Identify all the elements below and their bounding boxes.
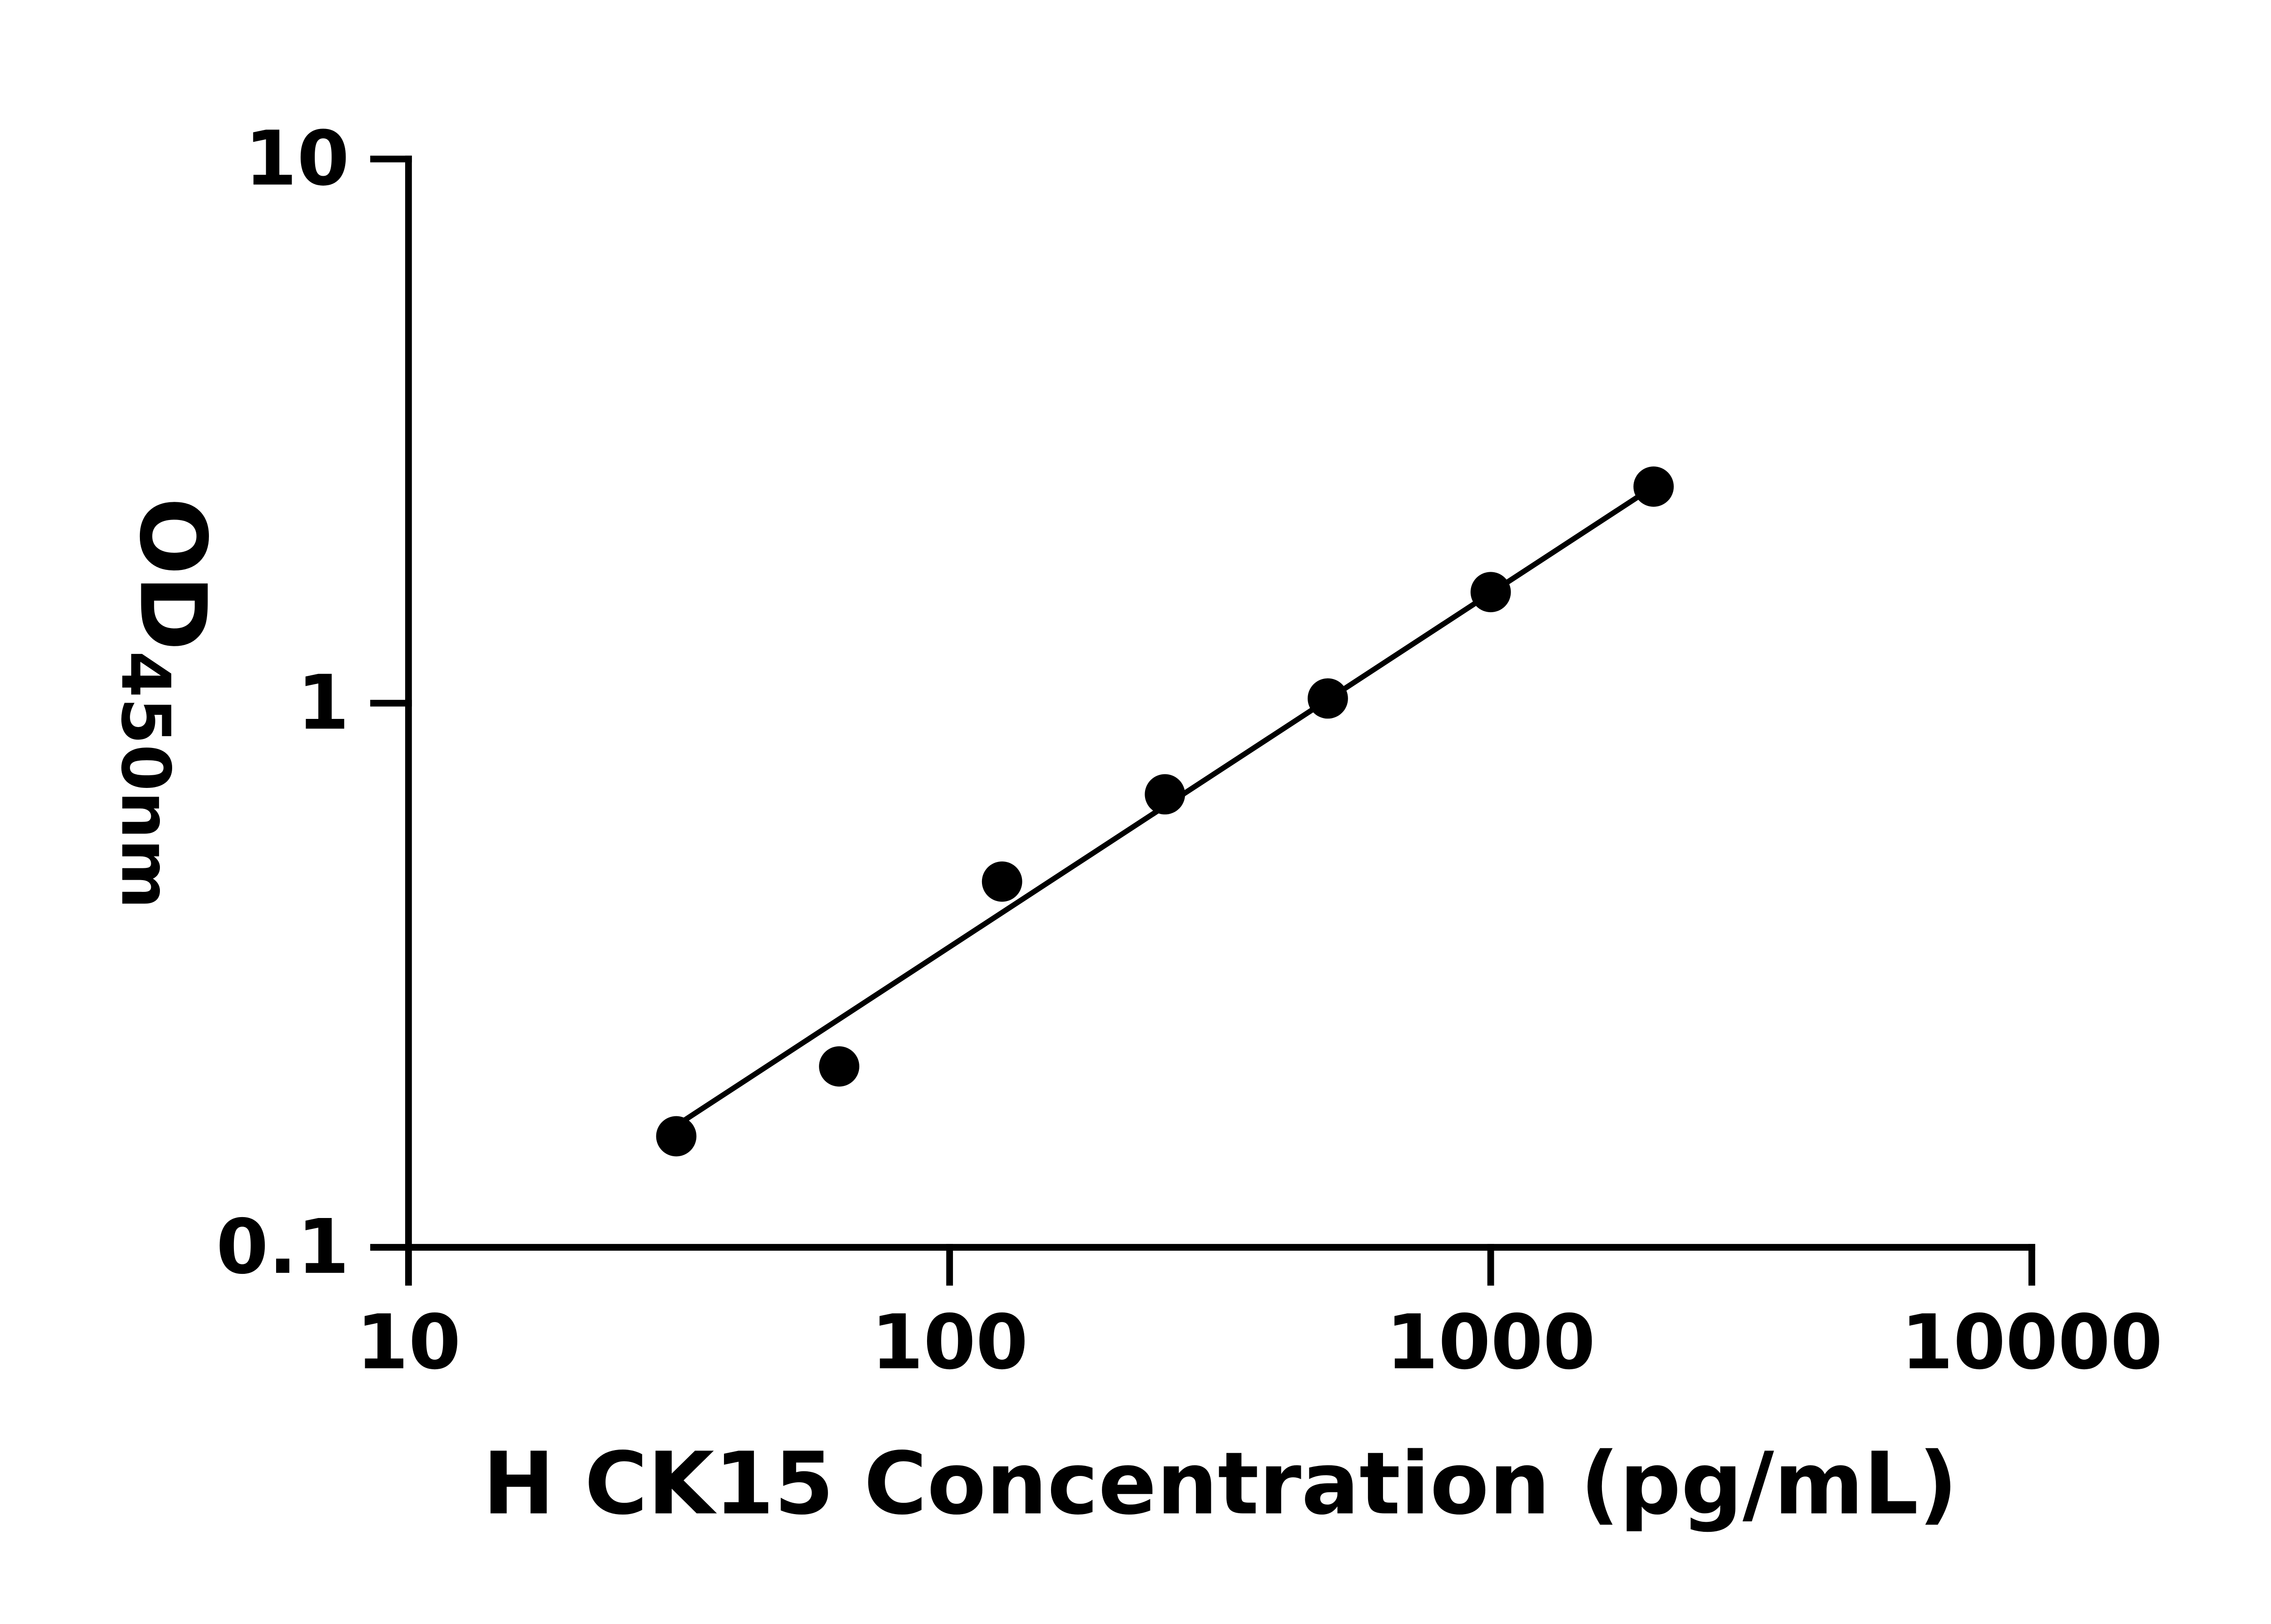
y-axis-title: OD450nm — [106, 497, 225, 909]
x-axis-tick-label: 10 — [356, 1299, 461, 1386]
y-axis-tick-label: 10 — [245, 115, 350, 203]
y-axis-title-subscript: 450nm — [106, 651, 184, 909]
x-axis-tick-label: 100 — [871, 1299, 1028, 1386]
y-axis-tick-label: 0.1 — [216, 1203, 350, 1291]
y-axis-title-main: OD — [119, 497, 226, 651]
data-point — [1308, 678, 1348, 719]
plot-layer: 10 100 1000 10000 0.1 1 10 — [216, 115, 2163, 1386]
x-axis-tick-label: 1000 — [1386, 1299, 1595, 1386]
data-point — [982, 861, 1022, 902]
data-point — [1633, 466, 1674, 507]
data-point — [1145, 774, 1185, 815]
x-axis-title: H CK15 Concentration (pg/mL) — [483, 1433, 1958, 1534]
data-point — [819, 1046, 859, 1087]
x-axis-tick-label: 10000 — [1901, 1299, 2162, 1386]
data-point — [1470, 572, 1511, 613]
data-point — [656, 1116, 697, 1157]
y-axis-tick-label: 1 — [297, 659, 349, 747]
